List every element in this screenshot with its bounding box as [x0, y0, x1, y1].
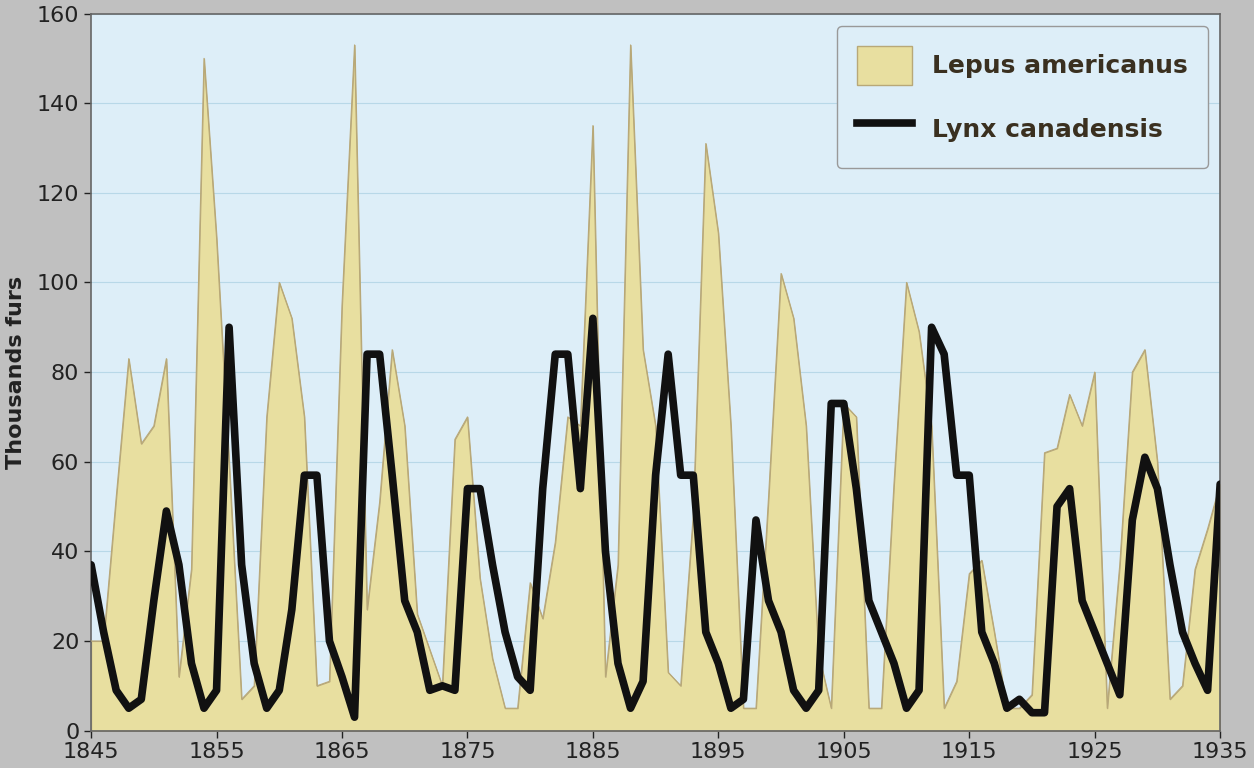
- Legend: Lepus americanus, Lynx canadensis: Lepus americanus, Lynx canadensis: [836, 26, 1208, 168]
- Y-axis label: Thousands furs: Thousands furs: [5, 276, 25, 468]
